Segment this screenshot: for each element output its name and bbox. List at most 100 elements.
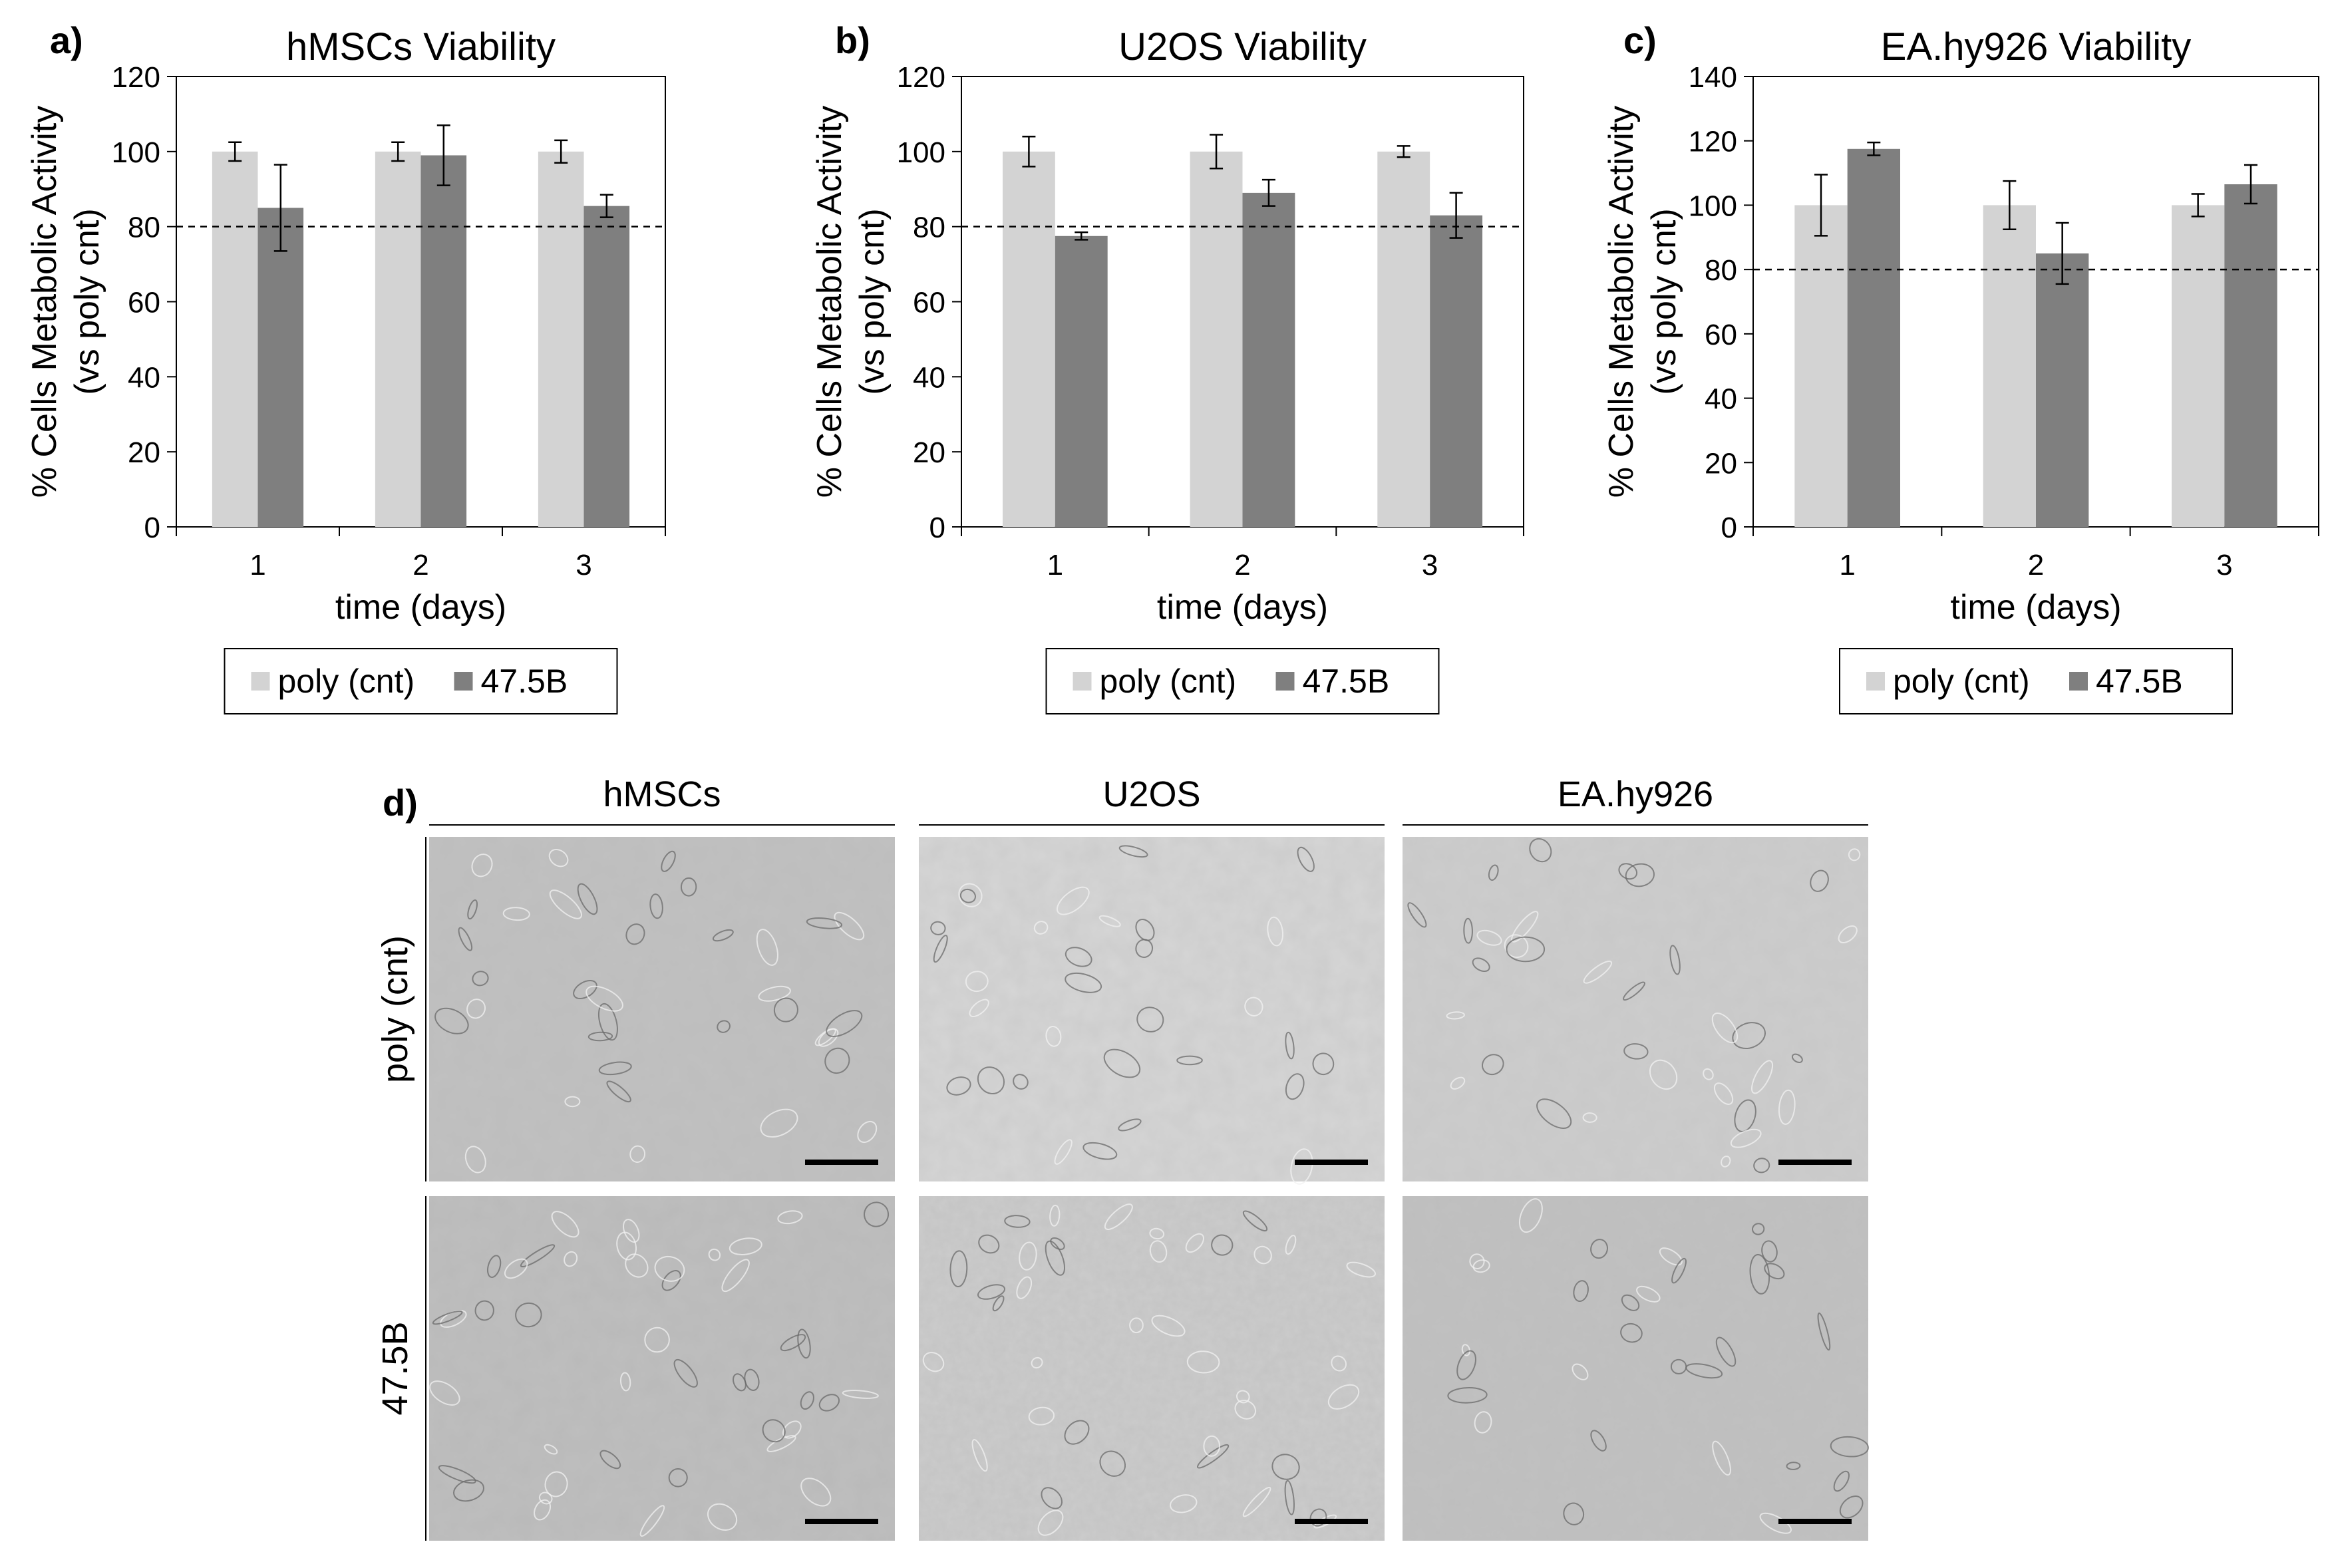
chart-title: hMSCs Viability [286,25,556,69]
cell-outline [1065,947,1092,967]
scale-bar [805,1160,878,1165]
cell-outline [1045,1025,1062,1047]
micrograph-texture [429,837,895,1181]
cell-outline [1211,1234,1234,1256]
y-tick-label: 20 [913,436,945,469]
cell-outline [1506,936,1546,963]
cell-outline [625,1253,649,1278]
cell-outline [1712,1440,1731,1476]
cell-outline [806,917,843,929]
cell-outline [717,1020,731,1033]
y-tick-label: 120 [112,61,160,94]
cell-outline [1103,1048,1141,1078]
x-axis-label: time (days) [335,588,506,627]
cell-outline [644,1327,670,1353]
cell-outline [1019,1241,1037,1271]
cell-outline [1456,1350,1476,1380]
y-axis-label-line1: % Cells Metabolic Activity [25,106,64,498]
y-tick-label: 60 [1705,319,1737,351]
y-axis-label-line2: (vs poly cnt) [853,208,892,394]
cell-outline [721,1259,750,1293]
cell-outline [857,1120,878,1144]
y-tick-label: 80 [913,212,945,244]
cell-outline [922,1352,945,1372]
cell-outline [1625,863,1655,887]
scale-bar [1295,1160,1368,1165]
cell-outline [1234,1400,1257,1420]
y-axis-label: % Cells Metabolic Activity (vs poly cnt) [25,106,106,498]
cell-outline [1636,1285,1661,1303]
cell-outline [1711,1013,1739,1044]
cell-outline [1715,1336,1737,1367]
cell-outline [1064,1420,1090,1445]
cell-outline [434,1007,469,1034]
cell-outline [1472,957,1490,973]
cell-outline [1082,1142,1118,1160]
cell-outline [1511,911,1539,943]
cell-outline [826,1010,863,1037]
cell-outline [1713,1082,1734,1105]
cell-outline [1346,1261,1376,1278]
cell-outline [842,1390,879,1399]
cell-outline [1271,1454,1300,1480]
x-axis-label: time (days) [1950,588,2121,627]
legend-swatch-47-5b [454,672,473,691]
cell-outline [1242,1210,1268,1232]
legend-label: poly (cnt) [1100,663,1237,700]
cell-outline [623,1219,640,1243]
cell-outline [1098,915,1121,927]
chart-3: c) EA.hy926 Viability 0 20 40 60 80 100 120 140 1 2… [1602,19,2319,714]
cell-outline [818,1394,840,1412]
chart-2: b) U2OS Viability 0 20 40 60 80 100 120 1 2 3 time (… [810,19,1524,714]
x-tick-label: 2 [1234,549,1250,581]
cell-outline [654,1255,685,1282]
cell-outline [432,1310,463,1325]
cell-outline [544,1471,568,1497]
cell-outline [946,1076,971,1096]
y-tick-label: 40 [1705,383,1737,416]
bar-poly-cnt [1983,205,2036,527]
micrograph-47-5b-u2os [919,1196,1385,1541]
y-tick-label: 20 [1705,447,1737,480]
cell-outline [1778,1089,1796,1125]
cell-outline [619,1372,631,1392]
cell-outline [1752,1223,1765,1235]
panel-letter: d) [383,782,418,824]
cell-outline [707,1503,738,1531]
cell-outline [599,1450,621,1470]
micrograph-texture [1403,837,1868,1181]
cell-outline [773,997,798,1022]
cell-outline [1045,1240,1066,1276]
chart-title: U2OS Viability [1118,25,1367,69]
legend: poly (cnt) 47.5B [1045,648,1440,714]
cell-outline [949,1250,968,1288]
cell-outline [1563,1502,1585,1525]
cell-outline [1446,1011,1465,1020]
bar-47-5b [583,206,630,527]
x-tick-label: 2 [413,549,428,581]
x-tick-label: 1 [249,549,265,581]
cell-outline [1104,1203,1133,1230]
cell-outline [1721,1156,1731,1168]
cell-outline [544,1444,558,1455]
cell-outline [1057,886,1090,915]
cell-outline [1253,1245,1272,1265]
cell-outline [762,1419,786,1443]
cell-outline [564,1096,581,1108]
cell-outline [429,1380,460,1406]
cell-outline [1149,1240,1168,1263]
cell-outline [756,929,778,966]
panel-letter: a) [50,19,83,61]
cell-outline [1481,1054,1504,1076]
y-tick-label: 20 [128,436,160,469]
cell-outline [1004,1215,1031,1228]
y-tick-label: 40 [913,361,945,394]
cell-outline [733,1373,747,1392]
y-tick-label: 0 [144,512,160,544]
cell-outline [800,1391,814,1410]
cell-outline [758,985,791,1002]
cell-outline [1136,1007,1164,1032]
cell-outline [1118,1118,1142,1132]
cell-outline [466,999,486,1019]
cell-outline [1285,1031,1295,1060]
